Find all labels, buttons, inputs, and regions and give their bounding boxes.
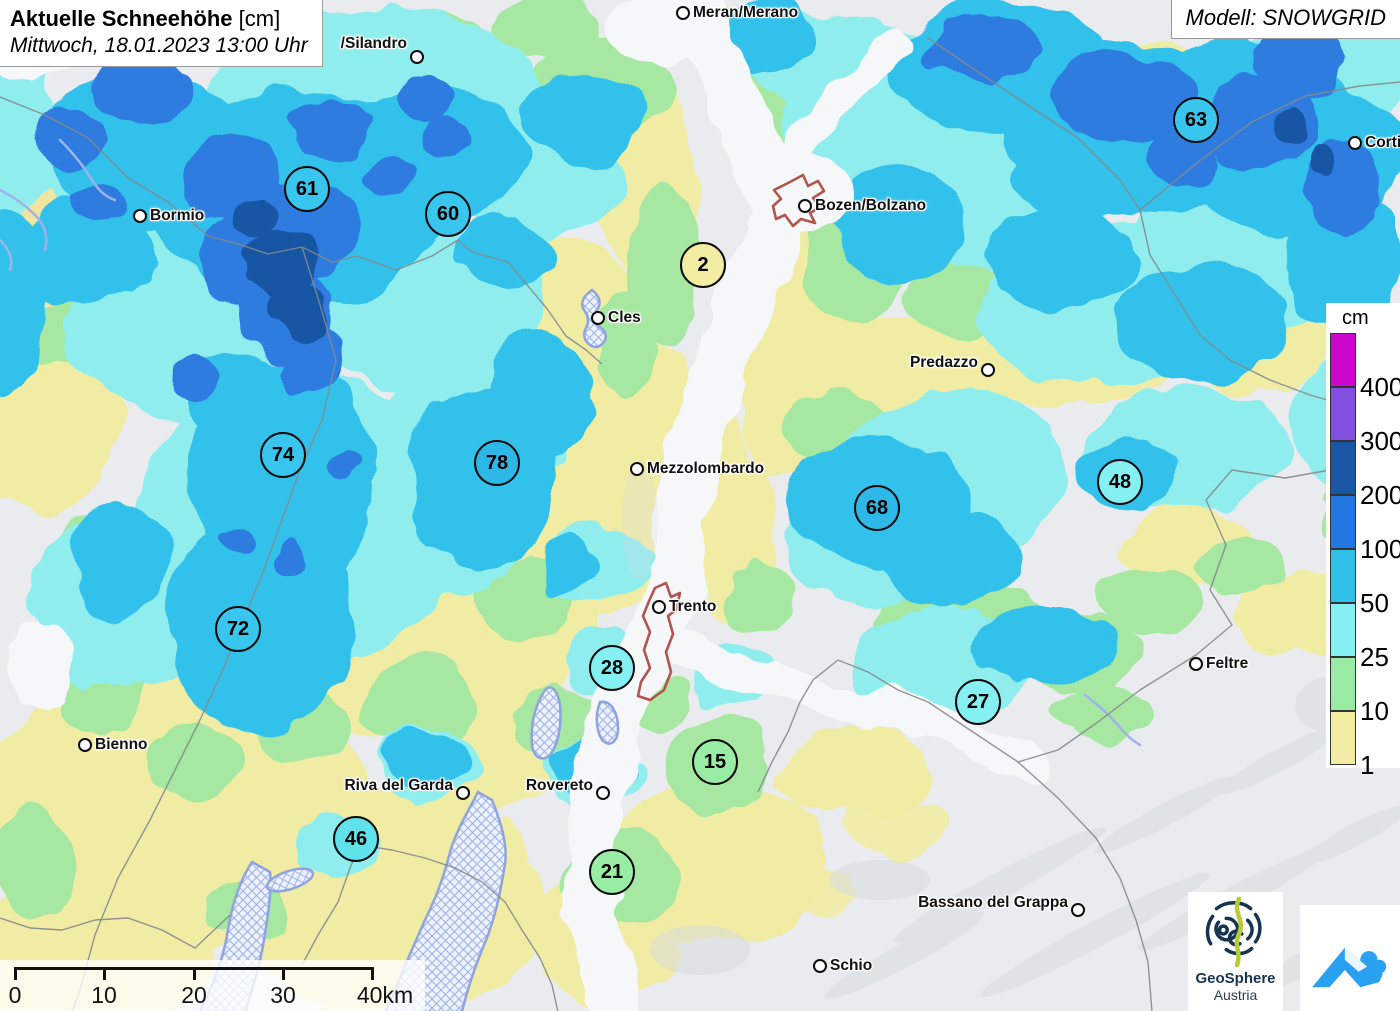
station-value-bubble: 46 — [333, 816, 379, 862]
legend-swatch — [1330, 711, 1356, 765]
scalebar-tick — [14, 967, 17, 980]
model-box: Modell: SNOWGRID — [1170, 0, 1400, 39]
legend-swatch — [1330, 603, 1356, 657]
legend: cm 400 300 200 100 50 25 10 1 — [1326, 303, 1400, 779]
legend-unit-label: cm — [1342, 307, 1369, 329]
city-label: Schio — [830, 957, 873, 974]
legend-label: 50 — [1360, 588, 1389, 618]
geosphere-contour-icon — [1205, 896, 1262, 968]
scalebar-tick — [371, 967, 374, 980]
title-box: Aktuelle Schneehöhe [cm] Mittwoch, 18.01… — [0, 0, 323, 67]
city-label: Bormio — [150, 207, 205, 224]
city-label: Bozen/Bolzano — [815, 197, 927, 214]
geosphere-sub: Austria — [1213, 987, 1258, 1003]
map-subtitle: Mittwoch, 18.01.2023 13:00 Uhr — [10, 34, 308, 57]
station-value-bubble: 60 — [425, 191, 471, 237]
city-marker — [1347, 135, 1362, 150]
legend-swatch — [1330, 657, 1356, 711]
legend-swatch — [1330, 495, 1356, 549]
geosphere-name: GeoSphere — [1195, 970, 1276, 987]
scalebar-label: 0 — [8, 982, 22, 1008]
station-value-bubble: 48 — [1097, 459, 1143, 505]
legend-entry: 1 — [1330, 711, 1374, 779]
scalebar-label: 30 — [270, 982, 296, 1008]
scalebar-label: 20 — [181, 982, 207, 1008]
legend-label: 10 — [1360, 696, 1389, 726]
legend-entry: 25 — [1330, 603, 1389, 671]
rivers — [0, 138, 1142, 747]
station-value-bubble: 27 — [955, 679, 1001, 725]
city-label: Mezzolombardo — [647, 460, 765, 477]
city-label: Meran/Merano — [693, 4, 799, 21]
legend-label: 100 — [1360, 534, 1400, 564]
geosphere-logo: GeoSphere Austria — [1188, 892, 1283, 1011]
mountain-cloud-icon — [1312, 947, 1387, 988]
station-value-bubble: 2 — [680, 242, 726, 288]
legend-label: 300 — [1360, 426, 1400, 456]
legend-label: 25 — [1360, 642, 1389, 672]
city-label: Rovereto — [525, 777, 593, 794]
legend-entry: 50 — [1330, 549, 1389, 617]
legend-entry: 200 — [1330, 441, 1400, 509]
station-value-bubble: 61 — [284, 166, 330, 212]
scalebar: 0 10 20 30 40km — [0, 960, 425, 1011]
city-marker — [812, 958, 827, 973]
station-value-bubble: 68 — [854, 485, 900, 531]
model-label: Modell: SNOWGRID — [1185, 5, 1386, 30]
city-label: Predazzo — [909, 354, 978, 371]
city-label: Trento — [669, 598, 717, 615]
map-title: Aktuelle Schneehöhe [cm] — [10, 6, 281, 31]
city-marker — [132, 208, 147, 223]
city-marker — [1188, 656, 1203, 671]
legend-swatch — [1330, 441, 1356, 495]
scalebar-tick — [103, 967, 106, 980]
station-value-bubble: 63 — [1173, 97, 1219, 143]
city-boundaries — [636, 173, 826, 702]
station-value-bubble: 78 — [474, 440, 520, 486]
legend-label: 400 — [1360, 372, 1400, 402]
scalebar-label: 10 — [91, 982, 117, 1008]
partner-logo — [1300, 905, 1400, 1011]
city-marker — [409, 49, 424, 64]
city-marker — [797, 198, 812, 213]
station-value-bubble: 21 — [589, 849, 635, 895]
city-label: Cortina — [1365, 134, 1400, 151]
map-title-unit: [cm] — [238, 6, 281, 31]
city-marker — [980, 362, 995, 377]
legend-label: 1 — [1360, 750, 1375, 780]
city-label: Cles — [608, 309, 641, 326]
city-marker — [590, 310, 605, 325]
city-marker — [595, 785, 610, 800]
scalebar-tick — [282, 967, 285, 980]
city-marker — [1070, 902, 1085, 917]
city-label: /Silandro — [340, 35, 407, 52]
city-marker — [675, 5, 690, 20]
city-marker — [651, 599, 666, 614]
legend-scale: 400 300 200 100 50 25 10 1 — [1326, 333, 1400, 779]
legend-swatch — [1330, 333, 1356, 387]
station-value-bubble: 74 — [260, 432, 306, 478]
city-marker — [455, 785, 470, 800]
city-marker — [77, 737, 92, 752]
legend-swatch — [1330, 387, 1356, 441]
legend-entry: 400 — [1330, 333, 1400, 401]
city-marker — [629, 461, 644, 476]
station-value-bubble: 72 — [215, 606, 261, 652]
legend-entry: 100 — [1330, 495, 1400, 563]
city-label: Riva del Garda — [344, 777, 453, 794]
station-value-bubble: 15 — [692, 739, 738, 785]
city-label: Bassano del Grappa — [918, 894, 1068, 911]
terrain-shading — [622, 460, 1400, 999]
legend-entry: 10 — [1330, 657, 1389, 725]
station-value-bubble: 28 — [589, 645, 635, 691]
scalebar-tick — [193, 967, 196, 980]
legend-label: 200 — [1360, 480, 1400, 510]
city-label: Bienno — [95, 736, 148, 753]
legend-swatch — [1330, 549, 1356, 603]
legend-entry: 300 — [1330, 387, 1400, 455]
scalebar-label: 40km — [356, 982, 414, 1008]
city-label: Feltre — [1206, 655, 1249, 672]
